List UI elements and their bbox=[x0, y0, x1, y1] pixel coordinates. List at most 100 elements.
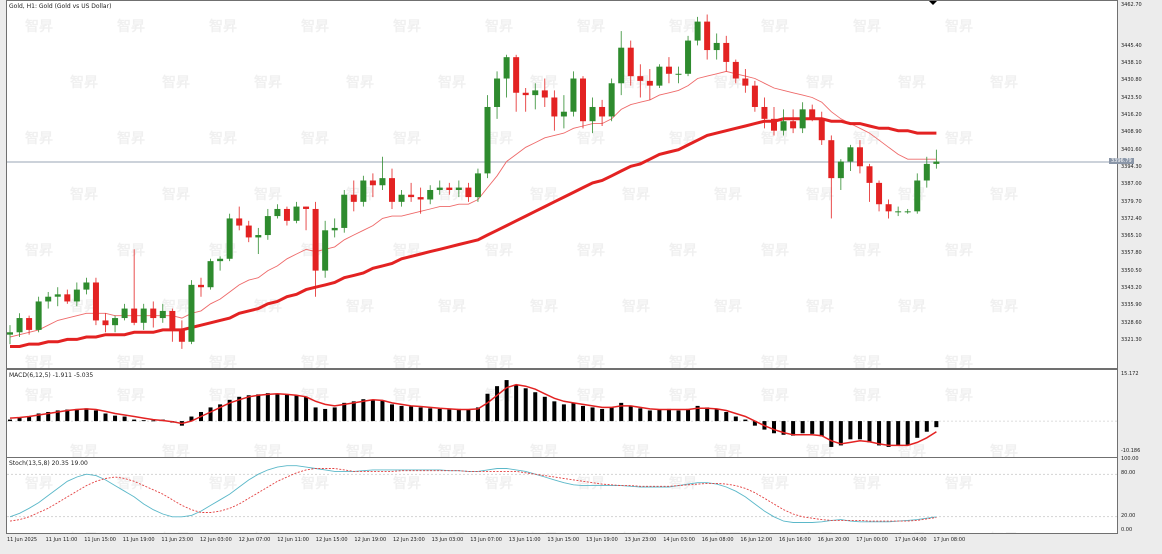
watermark-logo: 智昇 bbox=[161, 531, 190, 533]
price-tick-label: 3379.70 bbox=[1121, 198, 1142, 205]
macd-bar bbox=[218, 404, 223, 422]
watermark-logo: 智昇 bbox=[484, 18, 513, 35]
shift-marker-icon bbox=[929, 1, 937, 5]
candle bbox=[685, 35, 692, 77]
candle bbox=[608, 78, 615, 122]
watermark-logo: 智昇 bbox=[69, 531, 98, 533]
candle-body bbox=[761, 106, 768, 119]
price-tick-label: 3350.50 bbox=[1121, 267, 1142, 274]
watermark-logo: 智昇 bbox=[897, 531, 926, 533]
stochastic-svg[interactable]: 智昇智昇智昇智昇智昇智昇智昇智昇智昇智昇智昇智昇智昇智昇智昇智昇智昇智昇智昇智昇… bbox=[7, 458, 1117, 533]
candle-body bbox=[904, 211, 911, 213]
candle bbox=[837, 159, 844, 190]
macd-panel[interactable]: MACD(6,12,5) -1.911 -5.035 智昇 智昇 智昇 智昇 智昇 智昇智… bbox=[6, 369, 1118, 458]
candle-body bbox=[7, 332, 13, 335]
watermark-logo: 智昇 bbox=[529, 74, 558, 91]
watermark-logo: 智昇 bbox=[116, 387, 145, 404]
candle-body bbox=[751, 85, 758, 107]
candle-body bbox=[54, 294, 61, 297]
macd-bar bbox=[705, 407, 710, 422]
candle bbox=[665, 57, 672, 84]
watermark-logo: 智昇 bbox=[161, 74, 190, 91]
candle bbox=[704, 14, 711, 60]
watermark-logo: 智昇 bbox=[989, 531, 1018, 533]
candle bbox=[16, 313, 23, 338]
watermark-logo: 智昇 bbox=[989, 298, 1018, 315]
macd-bar bbox=[924, 421, 929, 432]
time-tick-label: 13 Jun 03:00 bbox=[431, 537, 464, 543]
macd-signal-line bbox=[9, 383, 937, 447]
candle-body bbox=[560, 111, 567, 117]
candle-body bbox=[474, 173, 481, 198]
stoch-tick-label: 80.00 bbox=[1121, 470, 1136, 477]
macd-bar bbox=[733, 416, 738, 422]
candle bbox=[618, 31, 625, 96]
candle bbox=[866, 163, 873, 202]
candle-body bbox=[818, 118, 825, 141]
watermark-logo: 智昇 bbox=[392, 18, 421, 35]
macd-bar bbox=[504, 380, 509, 422]
watermark-logo: 智昇 bbox=[621, 531, 650, 533]
candle-body bbox=[417, 197, 424, 200]
price-tick-label: 3328.60 bbox=[1121, 319, 1142, 326]
macd-bar bbox=[609, 407, 614, 422]
candle-body bbox=[188, 284, 195, 342]
watermark-logo: 智昇 bbox=[300, 18, 329, 35]
macd-bar bbox=[390, 404, 394, 422]
macd-bar bbox=[351, 401, 356, 422]
candle bbox=[83, 277, 90, 295]
macd-bar bbox=[27, 416, 32, 422]
watermark-logo: 智昇 bbox=[253, 186, 282, 203]
candle-body bbox=[828, 140, 835, 179]
watermark-logo: 智昇 bbox=[760, 354, 789, 368]
candle bbox=[73, 282, 80, 307]
macd-label: MACD(6,12,5) -1.911 -5.035 bbox=[9, 372, 94, 379]
watermark-logo: 智昇 bbox=[484, 354, 513, 368]
watermark-logo: 智昇 bbox=[852, 354, 881, 368]
watermark-logo: 智昇 bbox=[24, 475, 53, 492]
candle-body bbox=[255, 235, 262, 238]
candle-body bbox=[112, 318, 119, 326]
candle-body bbox=[293, 206, 300, 221]
candle-body bbox=[465, 187, 472, 198]
price-tick-label: 3423.50 bbox=[1121, 94, 1142, 101]
watermark-logo: 智昇 bbox=[897, 443, 926, 457]
watermark-logo: 智昇 bbox=[208, 18, 237, 35]
candle bbox=[312, 201, 319, 297]
candle bbox=[771, 106, 777, 136]
candle-body bbox=[484, 106, 491, 174]
candle bbox=[369, 173, 376, 198]
candle bbox=[856, 140, 863, 174]
macd-bar bbox=[752, 421, 757, 426]
candle-body bbox=[121, 308, 128, 319]
price-tick-label: 3357.80 bbox=[1121, 250, 1142, 257]
macd-bar bbox=[523, 388, 528, 422]
price-axis[interactable]: 3462.70 3445.40 3438.10 3430.80 3423.50 3416.… bbox=[1109, 0, 1162, 533]
time-axis[interactable]: 11 Jun 2025 11 Jun 11:00 11 Jun 15:00 11 Ju… bbox=[6, 532, 1118, 548]
candle bbox=[570, 71, 577, 117]
candle-body bbox=[16, 318, 23, 333]
watermark-logo: 智昇 bbox=[24, 354, 53, 368]
candle bbox=[283, 206, 290, 226]
macd-bar bbox=[456, 408, 461, 422]
candle-body bbox=[26, 318, 33, 330]
watermark-logo: 智昇 bbox=[24, 387, 53, 404]
watermark-logo: 智昇 bbox=[345, 531, 374, 533]
macd-bar bbox=[829, 421, 834, 447]
candle bbox=[188, 280, 195, 345]
time-tick-label: 16 Jun 16:00 bbox=[779, 537, 811, 543]
stochastic-panel[interactable]: Stoch(13,5,8) 20.35 19.00 智昇 智昇 智昇 智昇 智昇 智昇 智昇… bbox=[6, 457, 1118, 534]
price-chart-panel[interactable]: Gold, H1: Gold (Gold vs US Dollar) 智昇 智昇智… bbox=[6, 0, 1118, 369]
candle bbox=[742, 69, 749, 93]
candle-body bbox=[140, 308, 147, 323]
candle-body bbox=[580, 78, 586, 122]
candle-body bbox=[589, 106, 596, 122]
watermark-logo: 智昇 bbox=[668, 242, 697, 259]
watermark-logo: 智昇 bbox=[116, 130, 145, 147]
macd-bar bbox=[619, 402, 624, 422]
macd-tick-label: -10.186 bbox=[1121, 448, 1141, 455]
chart-title: Gold, H1: Gold (Gold vs US Dollar) bbox=[9, 3, 112, 10]
watermark-logo: 智昇 bbox=[713, 531, 742, 533]
